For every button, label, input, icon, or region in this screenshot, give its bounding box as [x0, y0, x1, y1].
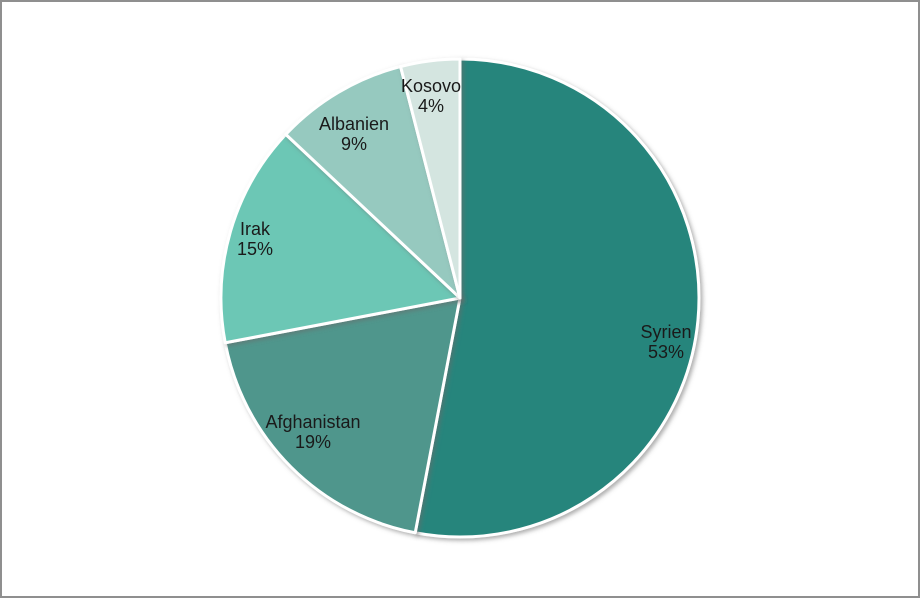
slice-label-syrien: Syrien 53% — [640, 322, 691, 362]
slice-label-afghanistan: Afghanistan 19% — [265, 412, 360, 452]
slice-label-name: Kosovo — [401, 76, 461, 96]
slice-label-name: Albanien — [319, 114, 389, 134]
slice-label-percent: 4% — [418, 96, 444, 116]
pie-slices — [219, 57, 701, 539]
pie-slice-afghanistan — [223, 296, 462, 535]
pie-slice-albanien — [284, 65, 462, 300]
slice-label-irak: Irak 15% — [237, 219, 273, 259]
slice-label-name: Syrien — [640, 322, 691, 342]
slice-label-percent: 15% — [237, 239, 273, 259]
pie-slice-irak — [219, 132, 462, 345]
slice-label-percent: 9% — [341, 134, 367, 154]
pie-labels: Syrien 53% Afghanistan 19% Irak 15% Albanien 9%… — [237, 76, 692, 452]
pie-slice-syrien — [413, 57, 701, 539]
pie-slice-kosovo — [399, 57, 462, 300]
slice-label-percent: 53% — [648, 342, 684, 362]
slice-label-percent: 19% — [295, 432, 331, 452]
slice-label-name: Irak — [240, 219, 271, 239]
slice-label-kosovo: Kosovo 4% — [401, 76, 461, 116]
slice-label-albanien: Albanien 9% — [319, 114, 389, 154]
slice-label-name: Afghanistan — [265, 412, 360, 432]
